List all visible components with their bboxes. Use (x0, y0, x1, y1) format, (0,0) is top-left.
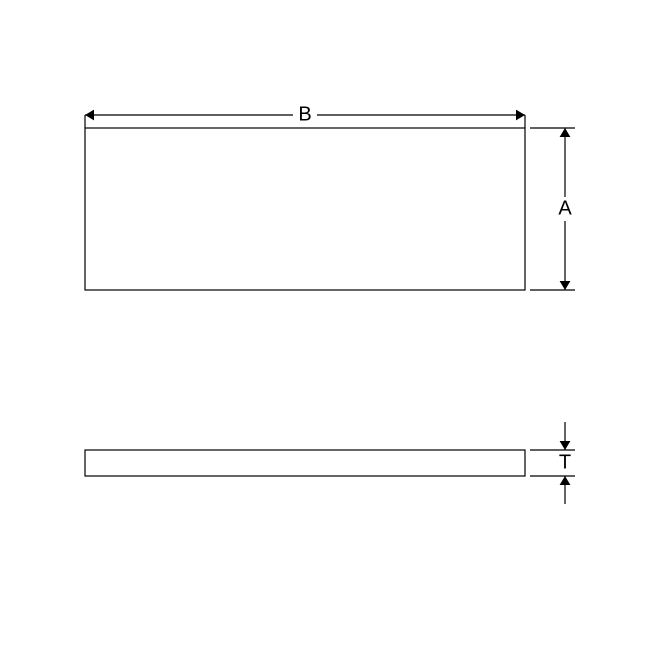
dimension-diagram: B A T (0, 0, 670, 670)
dimension-label-a: A (558, 197, 572, 219)
dimension-label-t: T (559, 451, 571, 473)
dimension-label-b: B (298, 103, 311, 125)
